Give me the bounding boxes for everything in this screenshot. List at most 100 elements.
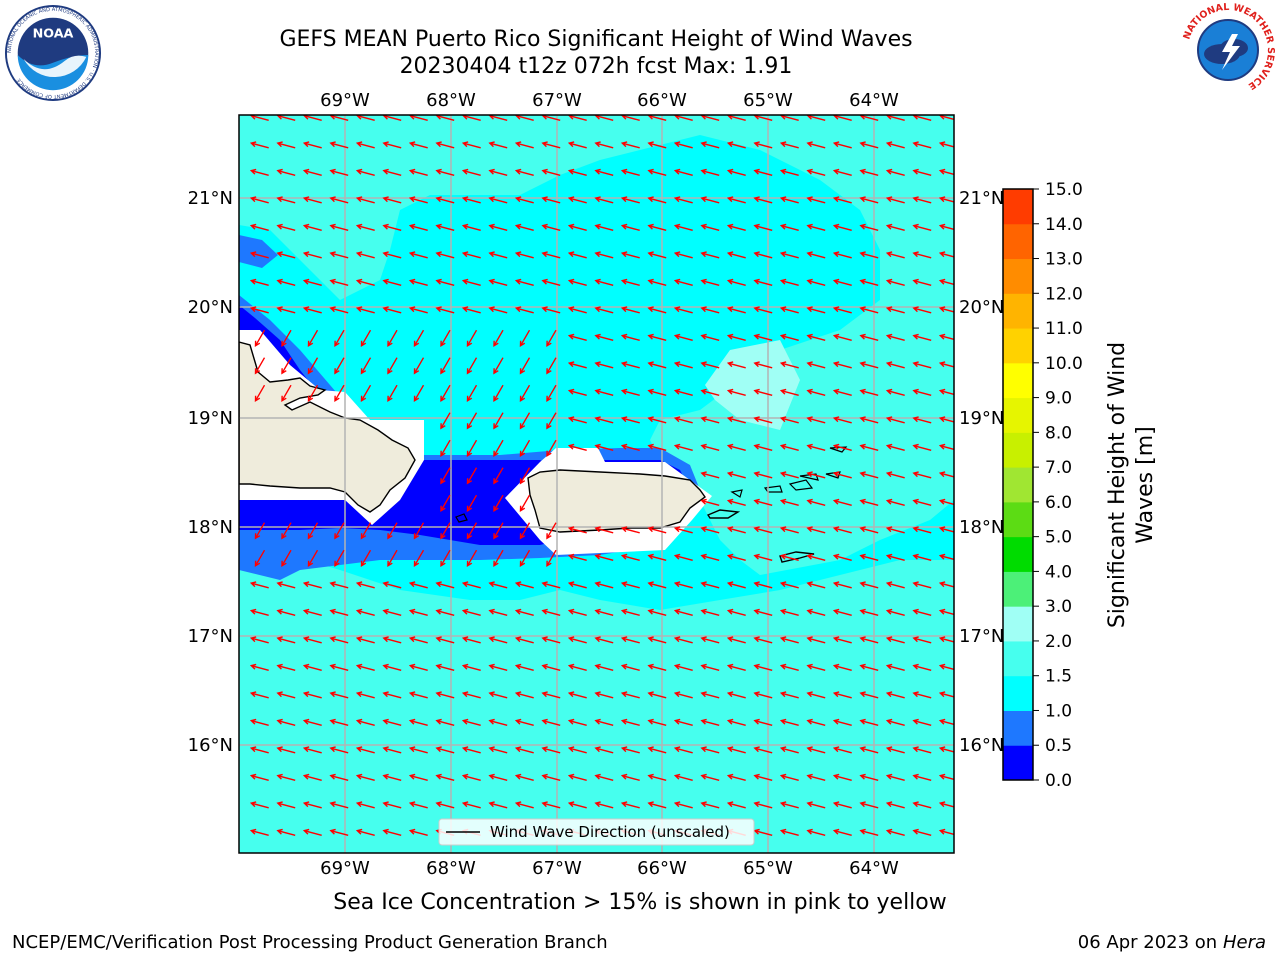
wind-wave-arrow-icon: [408, 691, 428, 699]
wind-wave-arrow-icon: [541, 636, 561, 644]
wind-wave-arrow-icon: [647, 691, 667, 699]
wind-wave-arrow-icon: [567, 223, 587, 232]
wind-wave-arrow-icon: [360, 549, 372, 568]
wind-wave-arrow-icon: [885, 746, 905, 754]
wind-wave-arrow-icon: [488, 746, 508, 754]
wind-wave-arrows: [249, 115, 954, 837]
wind-wave-arrow-icon: [859, 361, 879, 369]
wind-wave-arrow-icon: [360, 522, 372, 540]
wind-wave-arrow-icon: [567, 553, 587, 562]
wind-wave-arrow-icon: [726, 168, 746, 177]
wind-wave-arrow-icon: [541, 196, 561, 204]
lon-label: 67°W: [532, 858, 582, 879]
wind-wave-arrow-icon: [382, 801, 402, 809]
wind-wave-arrow-icon: [700, 608, 720, 617]
wind-wave-arrow-icon: [302, 168, 322, 177]
wind-wave-arrow-icon: [541, 141, 561, 149]
wind-wave-arrow-icon: [700, 306, 720, 314]
wind-wave-arrow-icon: [493, 384, 504, 403]
wind-wave-arrow-icon: [726, 333, 746, 342]
wind-wave-arrow-icon: [859, 168, 879, 177]
colorbar-segment: [1003, 571, 1033, 607]
wind-wave-arrow-icon: [885, 553, 905, 562]
wind-wave-arrow-icon: [620, 443, 640, 452]
wind-wave-arrow-icon: [514, 691, 534, 699]
wind-wave-arrow-icon: [700, 278, 720, 287]
wind-wave-arrow-icon: [885, 361, 905, 369]
wind-wave-arrow-icon: [832, 306, 852, 314]
wind-wave-arrow-icon: [329, 828, 349, 837]
wind-wave-arrow-icon: [885, 498, 905, 507]
wind-wave-arrow-icon: [408, 663, 428, 672]
wind-wave-arrow-icon: [620, 388, 640, 397]
wind-wave-arrow-icon: [355, 828, 375, 837]
wind-wave-arrow-icon: [726, 498, 746, 507]
wind-wave-arrow-icon: [673, 416, 693, 424]
wind-wave-arrow-icon: [249, 608, 269, 617]
wind-wave-arrow-icon: [302, 746, 322, 754]
wind-wave-arrow-icon: [620, 718, 640, 727]
wind-wave-arrow-icon: [938, 526, 954, 533]
wind-wave-arrow-icon: [806, 498, 826, 507]
wind-wave-arrow-icon: [408, 278, 428, 287]
wind-wave-arrow-icon: [249, 278, 269, 287]
wind-wave-arrow-icon: [938, 553, 954, 561]
wind-wave-arrow-icon: [832, 498, 852, 507]
wind-wave-arrow-icon: [514, 608, 534, 617]
wind-wave-arrow-icon: [594, 196, 614, 204]
wind-wave-arrow-icon: [276, 141, 296, 149]
chart-subtitle: 20230404 t12z 072h fcst Max: 1.91: [399, 54, 793, 79]
wind-wave-arrow-icon: [673, 333, 693, 342]
wind-wave-arrow-icon: [673, 801, 693, 809]
wind-wave-arrow-icon: [753, 306, 773, 314]
wind-wave-arrow-icon: [647, 223, 667, 232]
wind-wave-arrow-icon: [647, 746, 667, 754]
wind-wave-arrow-icon: [461, 278, 481, 287]
wind-wave-arrow-icon: [620, 251, 640, 259]
wind-wave-arrow-icon: [620, 746, 640, 754]
wind-wave-arrow-icon: [806, 388, 826, 397]
wind-wave-arrow-icon: [912, 388, 932, 397]
wind-wave-arrow-icon: [806, 581, 826, 589]
wind-wave-arrow-icon: [620, 361, 640, 369]
wind-wave-arrow-icon: [647, 196, 667, 204]
wind-wave-arrow-icon: [673, 773, 693, 782]
wind-wave-arrow-icon: [700, 388, 720, 397]
wind-wave-arrow-icon: [355, 168, 375, 177]
wind-wave-arrow-icon: [594, 443, 614, 452]
wind-wave-arrow-icon: [302, 773, 322, 782]
wind-wave-arrow-icon: [594, 388, 614, 397]
wind-wave-arrow-icon: [413, 329, 425, 348]
wind-wave-arrow-icon: [726, 388, 746, 397]
wind-wave-arrow-icon: [355, 608, 375, 617]
wind-wave-arrow-icon: [938, 801, 954, 808]
island-st-croix: [779, 551, 815, 563]
wind-wave-arrow-icon: [726, 746, 746, 754]
wind-wave-arrow-icon: [466, 549, 478, 568]
wind-wave-arrow-icon: [435, 306, 455, 314]
wind-wave-arrow-icon: [461, 663, 481, 672]
wind-wave-arrow-icon: [329, 196, 349, 204]
wind-wave-arrow-icon: [382, 168, 402, 177]
wind-wave-arrow-icon: [541, 168, 561, 177]
lon-label: 69°W: [320, 90, 370, 111]
wind-wave-arrow-icon: [594, 306, 614, 314]
wind-wave-arrow-icon: [302, 141, 322, 149]
colorbar-label-line1: Significant Height of Wind: [1105, 342, 1130, 628]
wind-wave-arrow-icon: [832, 471, 852, 479]
wind-wave-arrow-icon: [276, 196, 296, 204]
wind-wave-arrow-icon: [912, 443, 932, 452]
wind-wave-arrow-icon: [382, 636, 402, 644]
wind-wave-arrow-icon: [514, 718, 534, 727]
wind-wave-arrow-icon: [514, 278, 534, 287]
wind-wave-arrow-icon: [673, 141, 693, 149]
wind-wave-arrow-icon: [281, 522, 292, 540]
wind-wave-arrow-icon: [647, 278, 667, 287]
wind-wave-arrow-icon: [594, 773, 614, 782]
wind-wave-arrow-icon: [461, 718, 481, 727]
lat-label: 16°N: [959, 735, 1004, 756]
wind-wave-arrow-icon: [541, 773, 561, 782]
wind-wave-arrow-icon: [329, 718, 349, 727]
colorbar-ticks: 0.0 0.5 1.0 1.5 2.0 3.0 4.0 5.0 6.0 7.0 8.0 9.0 10.0…: [1033, 180, 1083, 791]
wind-wave-arrow-icon: [726, 278, 746, 287]
